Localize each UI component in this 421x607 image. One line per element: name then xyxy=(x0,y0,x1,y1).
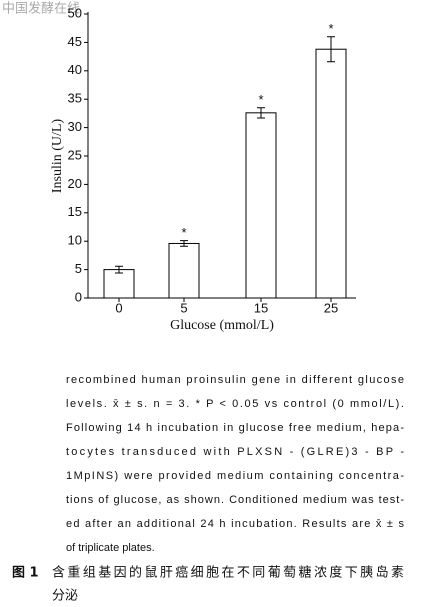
bar xyxy=(245,112,277,299)
y-tick-label: 35 xyxy=(68,91,82,106)
caption-line: tions of glucose, as shown. Conditioned … xyxy=(66,494,404,506)
significance-marker: * xyxy=(258,92,263,107)
x-tick-label: 15 xyxy=(254,300,268,315)
y-tick-label: 30 xyxy=(68,119,82,134)
error-bar xyxy=(180,240,188,247)
y-tick-label: 25 xyxy=(68,147,82,162)
caption-line: 1MpINS) were provided medium containing … xyxy=(66,470,404,482)
caption-line: ed after an additional 24 h incubation. … xyxy=(66,518,405,530)
x-tick-label: 0 xyxy=(115,300,122,315)
caption-cn-line: 分泌 xyxy=(52,589,78,604)
error-bar xyxy=(115,265,123,274)
y-axis-title: Insulin (U/L) xyxy=(50,119,65,194)
caption-line: of triplicate plates. xyxy=(66,542,155,554)
y-tick-label: 45 xyxy=(68,34,82,49)
caption-line: levels. x̄ ± s. n = 3. * P < 0.05 vs con… xyxy=(66,398,404,410)
x-tick-label: 25 xyxy=(324,300,338,315)
caption-line: Following 14 h incubation in glucose fre… xyxy=(66,422,404,434)
significance-marker: * xyxy=(328,21,333,36)
y-tick-label: 40 xyxy=(68,62,82,77)
y-tick-label: 50 xyxy=(68,5,82,20)
x-tick-label: 5 xyxy=(180,300,187,315)
y-tick-label: 5 xyxy=(75,261,82,276)
caption-line: tocytes transduced with PLXSN - (GLRE)3 … xyxy=(66,446,404,458)
watermark: 中国发酵在线 xyxy=(2,1,80,17)
y-tick-label: 20 xyxy=(68,176,82,191)
bar xyxy=(315,48,347,299)
error-bar xyxy=(257,107,265,119)
y-tick-label: 10 xyxy=(68,233,82,248)
significance-marker: * xyxy=(181,225,186,240)
caption-line: recombined human proinsulin gene in diff… xyxy=(66,374,404,386)
figure-label: 图 1 xyxy=(12,566,39,581)
bar xyxy=(168,242,200,299)
x-axis-title: Glucose (mmol/L) xyxy=(170,318,274,333)
bar xyxy=(103,269,135,299)
y-tick-label: 0 xyxy=(75,289,82,304)
caption-cn-line: 含重组基因的鼠肝癌细胞在不同葡萄糖浓度下胰岛素 xyxy=(52,565,404,581)
y-tick-label: 15 xyxy=(68,204,82,219)
error-bar xyxy=(327,36,335,63)
